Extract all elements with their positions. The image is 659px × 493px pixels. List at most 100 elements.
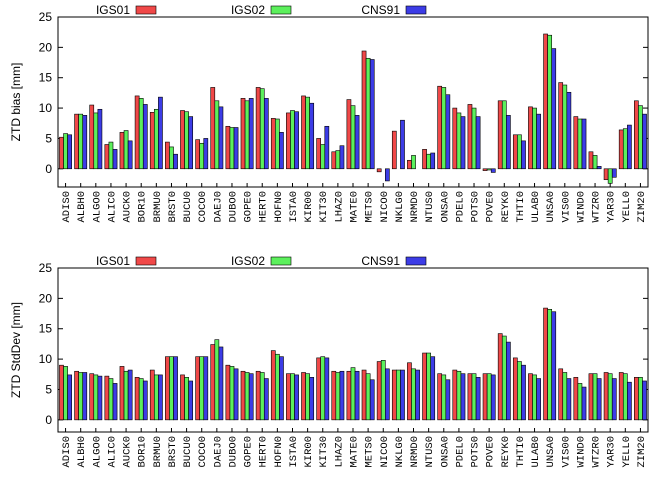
x-tick-label: KIR00 — [303, 436, 315, 468]
bar — [165, 141, 170, 170]
x-tick-label: ONSA0 — [439, 436, 451, 468]
bar — [123, 130, 129, 170]
bar — [445, 379, 451, 421]
bar — [467, 373, 473, 421]
bar — [581, 118, 587, 170]
x-tick-label: WTZR0 — [591, 436, 603, 468]
x-tick-label: REYK0 — [500, 436, 512, 468]
bar — [255, 370, 261, 421]
x-tick-label: NICO0 — [379, 191, 391, 223]
bar — [169, 356, 174, 421]
bar — [67, 374, 72, 421]
y-axis-label: ZTD StdDev [mm] — [9, 302, 23, 398]
bar — [59, 136, 64, 170]
bar — [210, 344, 216, 421]
bar — [89, 373, 95, 421]
x-tick-label: ALBH0 — [76, 191, 88, 223]
x-tick-label: BUCU0 — [182, 191, 194, 223]
x-tick-label: LHAZ0 — [333, 191, 345, 223]
bar — [467, 104, 473, 170]
bar — [400, 369, 405, 421]
bar — [255, 87, 261, 170]
x-tick-label: UNSA0 — [545, 436, 557, 468]
bar — [309, 102, 315, 170]
bar — [119, 366, 125, 421]
bar — [501, 335, 507, 421]
x-tick-label: UNSA0 — [545, 191, 557, 223]
bar — [475, 116, 481, 170]
bar — [134, 377, 140, 421]
bar — [460, 373, 466, 421]
bar — [301, 372, 306, 421]
x-tick-label: WIND0 — [575, 436, 587, 468]
bar — [149, 112, 155, 170]
x-tick-label: THTI0 — [515, 436, 527, 468]
x-tick-label: POTS0 — [470, 191, 482, 223]
bar — [517, 361, 522, 421]
bar — [74, 113, 79, 170]
bar — [335, 150, 341, 170]
x-tick-label: DAEJ0 — [212, 436, 224, 468]
bar — [558, 82, 564, 170]
bar — [456, 370, 462, 421]
bar — [290, 110, 295, 170]
bar — [607, 373, 613, 421]
bar — [279, 356, 284, 421]
bar — [411, 368, 416, 421]
bar — [407, 159, 412, 170]
bar — [127, 369, 133, 421]
bar — [173, 356, 178, 421]
bar — [642, 113, 647, 170]
bar — [270, 118, 276, 170]
bar — [229, 127, 235, 170]
bar — [305, 96, 310, 170]
bar — [320, 356, 326, 421]
bar — [482, 168, 488, 171]
bar — [316, 138, 322, 170]
bar — [134, 95, 140, 170]
bar — [642, 380, 647, 421]
bar — [506, 341, 511, 421]
bar — [78, 113, 84, 170]
bar — [275, 118, 280, 170]
x-tick-label: DAEJ0 — [212, 191, 224, 223]
x-tick-label: YAR30 — [606, 436, 618, 468]
x-tick-label: BUCU0 — [182, 436, 194, 468]
bar — [316, 357, 322, 421]
legend-label: CNS91 — [361, 3, 400, 17]
bar — [188, 116, 194, 170]
bar — [195, 356, 200, 421]
bar — [301, 95, 306, 170]
x-tick-label: ISTA0 — [288, 191, 300, 223]
x-tick-label: NTUS0 — [424, 436, 436, 468]
bar — [225, 125, 231, 170]
bar — [93, 112, 99, 170]
y-tick-label: 0 — [45, 413, 52, 427]
bar — [588, 373, 594, 421]
bar — [93, 374, 99, 421]
bar — [82, 115, 88, 170]
x-tick-label: ONSA0 — [439, 191, 451, 223]
legend-label: IGS01 — [96, 254, 130, 268]
bar — [290, 373, 295, 421]
bar — [380, 360, 386, 421]
bar — [331, 151, 337, 170]
x-tick-label: NTUS0 — [424, 191, 436, 223]
bar — [627, 124, 632, 170]
bar — [430, 152, 436, 170]
bar — [331, 370, 337, 421]
plot-frame — [57, 16, 649, 188]
x-tick-label: POVE0 — [485, 436, 497, 468]
x-tick-label: NKLG0 — [394, 191, 406, 223]
bar — [173, 153, 178, 170]
bar — [286, 112, 291, 170]
x-tick-label: ISTA0 — [288, 436, 300, 468]
bar — [486, 168, 492, 171]
bar — [422, 149, 427, 170]
x-tick-label: MATE0 — [349, 191, 361, 223]
bar — [294, 374, 299, 421]
bar — [547, 309, 553, 421]
x-tick-label: BOR10 — [137, 191, 149, 223]
x-tick-label: METS0 — [364, 191, 376, 223]
